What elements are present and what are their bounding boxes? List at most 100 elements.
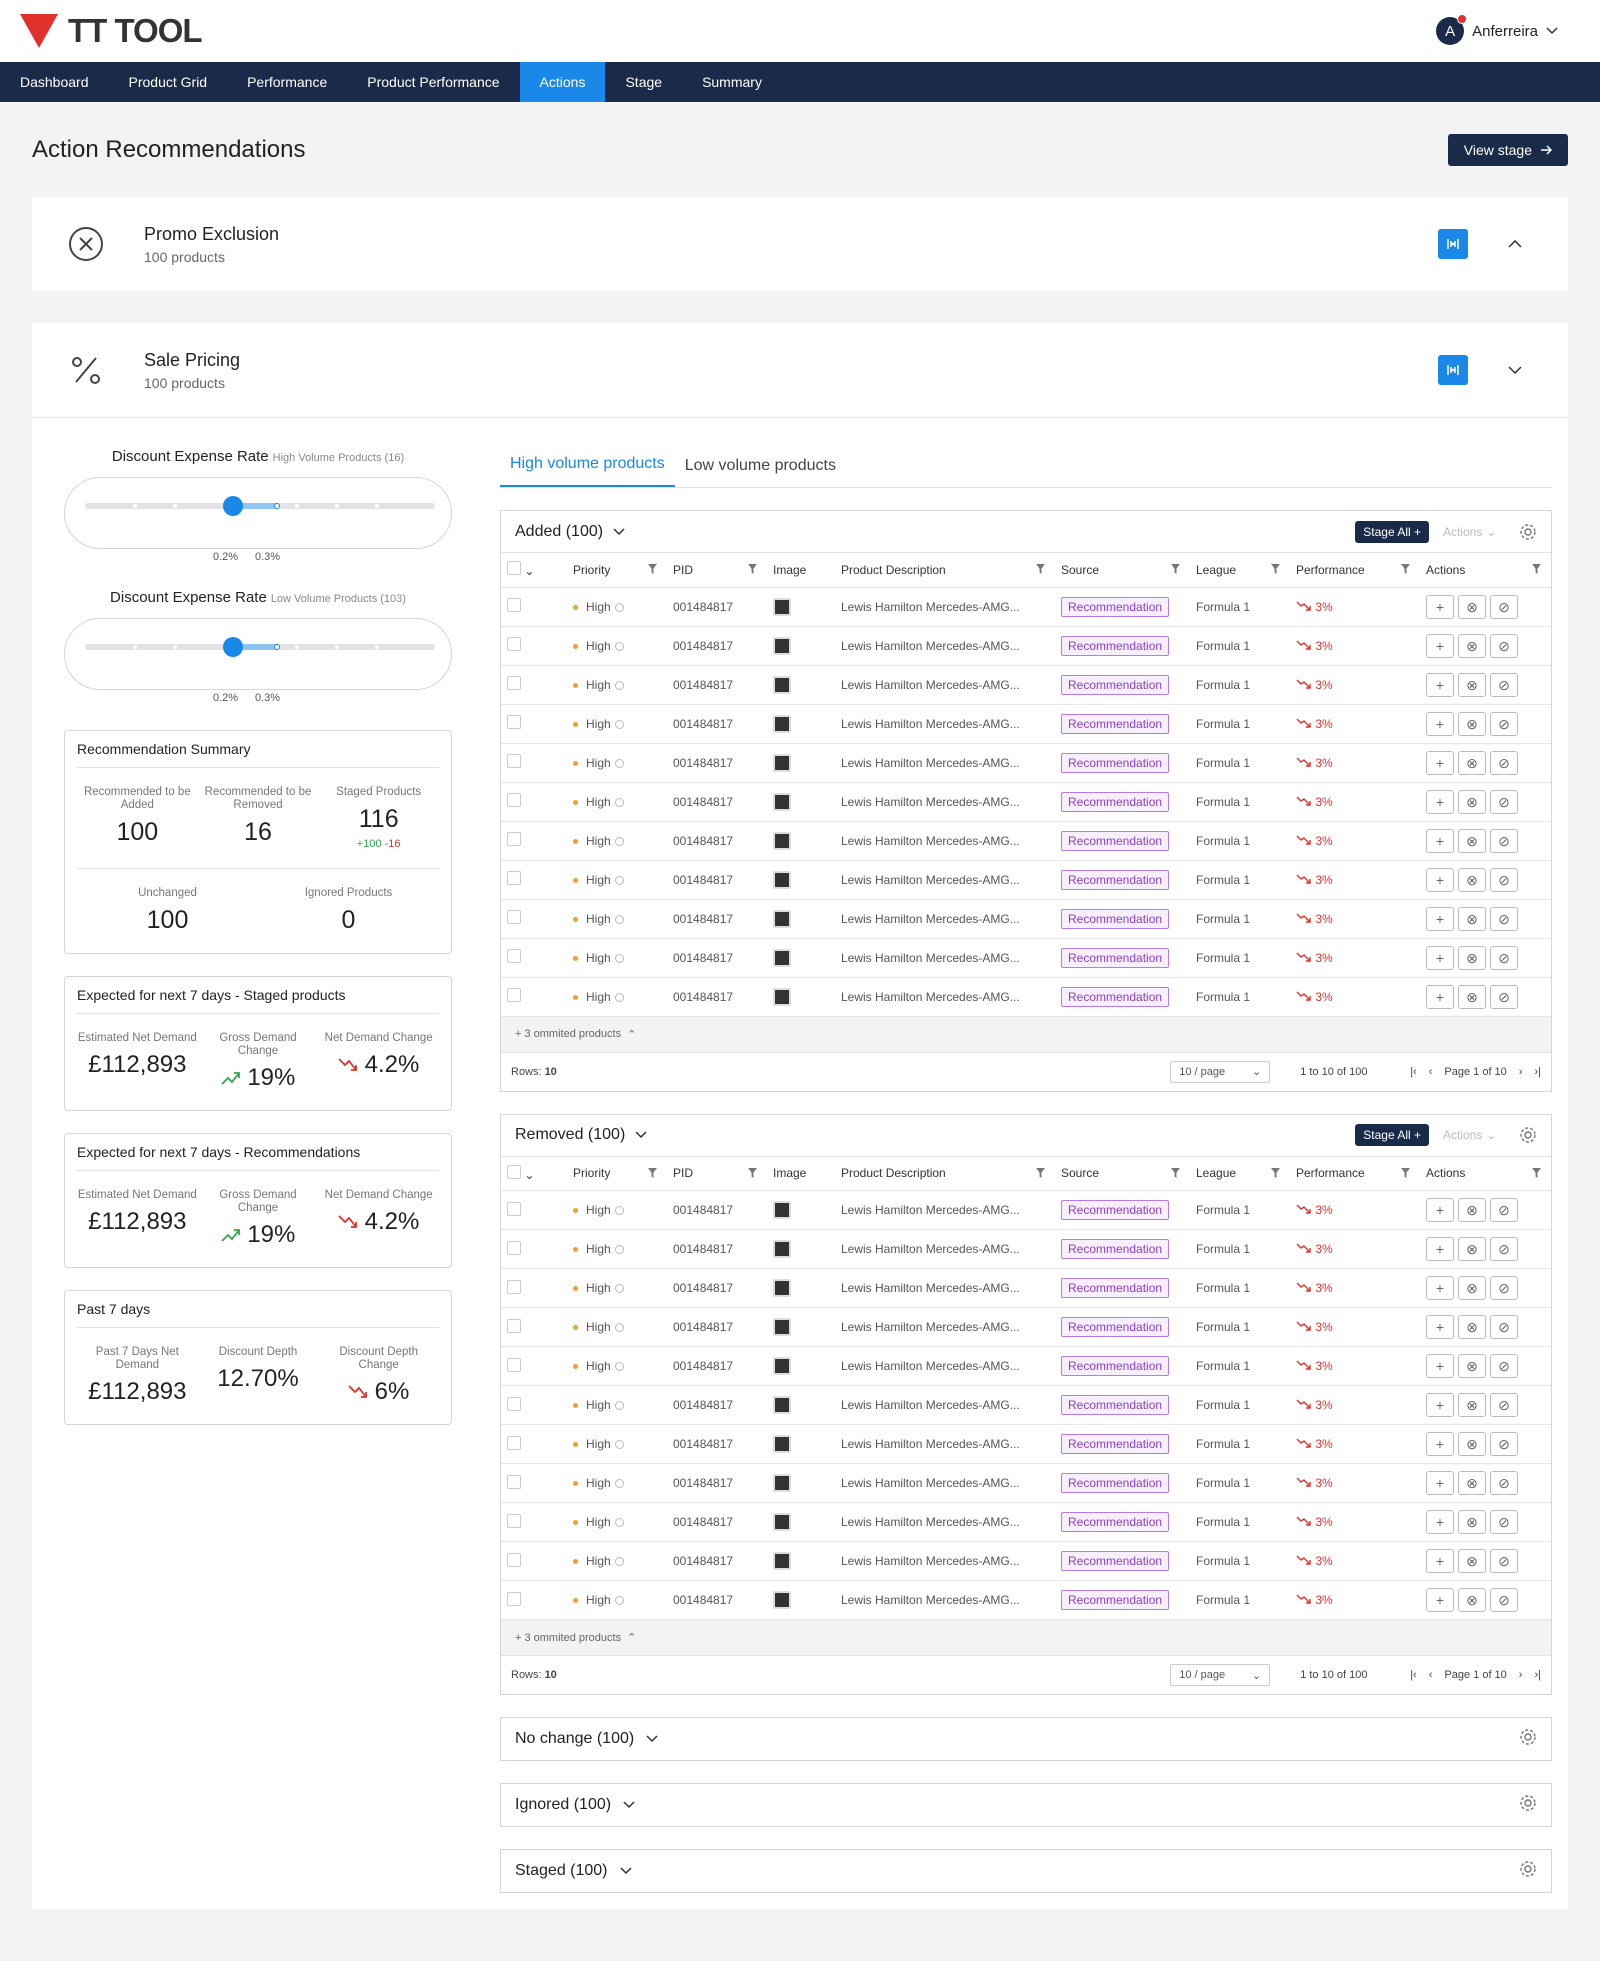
info-icon[interactable]: [614, 875, 624, 885]
logo[interactable]: TT TOOL: [20, 12, 203, 50]
nav-product-performance[interactable]: Product Performance: [367, 74, 500, 90]
remove-action-button[interactable]: ⊗: [1458, 945, 1486, 970]
product-thumbnail[interactable]: [773, 1396, 791, 1414]
add-action-button[interactable]: +: [1426, 750, 1454, 775]
slider-handle-end[interactable]: [274, 503, 280, 509]
nav-performance[interactable]: Performance: [247, 74, 328, 90]
filter-icon[interactable]: [748, 564, 757, 574]
info-icon[interactable]: [614, 758, 624, 768]
ignore-action-button[interactable]: ⊘: [1490, 1510, 1518, 1534]
stage-all-button[interactable]: Stage All +: [1355, 1124, 1429, 1146]
column-header[interactable]: Image: [773, 1166, 807, 1181]
gear-icon[interactable]: [1519, 523, 1537, 541]
row-checkbox[interactable]: [507, 832, 521, 846]
row-checkbox[interactable]: [507, 1279, 521, 1294]
stage-all-button[interactable]: Stage All +: [1355, 520, 1429, 543]
product-thumbnail[interactable]: [773, 1552, 791, 1570]
row-checkbox[interactable]: [507, 1396, 521, 1411]
filter-icon[interactable]: [1171, 564, 1180, 574]
add-action-button[interactable]: +: [1426, 594, 1454, 619]
filter-icon[interactable]: [1036, 1167, 1045, 1178]
add-action-button[interactable]: +: [1426, 1237, 1454, 1261]
ignore-action-button[interactable]: ⊘: [1490, 750, 1518, 775]
product-thumbnail[interactable]: [773, 1357, 791, 1375]
product-thumbnail[interactable]: [773, 636, 791, 655]
table-toggle[interactable]: Added (100): [515, 523, 625, 541]
info-icon[interactable]: [614, 992, 624, 1002]
table-row[interactable]: High 001484817 Lewis Hamilton Mercedes-A…: [501, 743, 1551, 783]
table-row[interactable]: High 001484817 Lewis Hamilton Mercedes-A…: [501, 1424, 1551, 1464]
row-checkbox[interactable]: [507, 1552, 521, 1567]
filter-icon[interactable]: [1036, 564, 1045, 574]
gear-icon[interactable]: [1519, 1860, 1537, 1878]
actions-dropdown[interactable]: Actions ⌄: [1443, 524, 1497, 539]
table-row[interactable]: High 001484817 Lewis Hamilton Mercedes-A…: [501, 1190, 1551, 1230]
add-action-button[interactable]: +: [1426, 672, 1454, 697]
ignore-action-button[interactable]: ⊘: [1490, 672, 1518, 697]
column-header[interactable]: Priority: [573, 562, 611, 577]
ignore-action-button[interactable]: ⊘: [1490, 594, 1518, 619]
info-icon[interactable]: [614, 953, 624, 963]
row-checkbox[interactable]: [507, 754, 521, 768]
column-header[interactable]: Source: [1061, 562, 1100, 577]
remove-action-button[interactable]: ⊗: [1458, 789, 1486, 814]
add-action-button[interactable]: +: [1426, 1510, 1454, 1534]
ignore-action-button[interactable]: ⊘: [1490, 867, 1518, 892]
add-action-button[interactable]: +: [1426, 633, 1454, 658]
info-icon[interactable]: [614, 1557, 624, 1567]
product-thumbnail[interactable]: [773, 870, 791, 889]
remove-action-button[interactable]: ⊗: [1458, 672, 1486, 697]
ignore-action-button[interactable]: ⊘: [1490, 984, 1518, 1009]
filter-icon[interactable]: [1171, 1167, 1180, 1178]
add-action-button[interactable]: +: [1426, 1588, 1454, 1612]
product-thumbnail[interactable]: [773, 948, 791, 967]
product-thumbnail[interactable]: [773, 1279, 791, 1297]
add-action-button[interactable]: +: [1426, 984, 1454, 1009]
ignore-action-button[interactable]: ⊘: [1490, 945, 1518, 970]
product-thumbnail[interactable]: [773, 597, 791, 616]
table-row[interactable]: High 001484817 Lewis Hamilton Mercedes-A…: [501, 1385, 1551, 1425]
add-action-button[interactable]: +: [1426, 1549, 1454, 1573]
ignore-action-button[interactable]: ⊘: [1490, 789, 1518, 814]
remove-action-button[interactable]: ⊗: [1458, 1510, 1486, 1534]
add-action-button[interactable]: +: [1426, 1315, 1454, 1339]
gear-icon[interactable]: [1519, 1794, 1537, 1812]
row-checkbox[interactable]: [507, 598, 521, 612]
info-icon[interactable]: [614, 1596, 624, 1606]
remove-action-button[interactable]: ⊗: [1458, 828, 1486, 853]
column-header[interactable]: Performance: [1296, 1166, 1365, 1181]
filter-icon[interactable]: [1532, 1167, 1541, 1178]
add-action-button[interactable]: +: [1426, 1432, 1454, 1456]
info-icon[interactable]: [614, 1245, 624, 1255]
column-header[interactable]: Product Description: [841, 562, 946, 577]
add-action-button[interactable]: +: [1426, 1393, 1454, 1417]
table-row[interactable]: High 001484817 Lewis Hamilton Mercedes-A…: [501, 782, 1551, 822]
collapsed-table-card[interactable]: Staged (100): [500, 1849, 1552, 1893]
row-checkbox[interactable]: [507, 1318, 521, 1333]
next-page-icon[interactable]: ›: [1518, 1669, 1523, 1681]
row-checkbox[interactable]: [507, 1474, 521, 1489]
sale-pricing-header[interactable]: Sale Pricing 100 products: [32, 323, 1568, 417]
info-icon[interactable]: [614, 836, 624, 846]
ignore-action-button[interactable]: ⊘: [1490, 906, 1518, 931]
remove-action-button[interactable]: ⊗: [1458, 711, 1486, 736]
table-row[interactable]: High 001484817 Lewis Hamilton Mercedes-A…: [501, 899, 1551, 939]
info-icon[interactable]: [614, 797, 624, 807]
info-icon[interactable]: [614, 1440, 624, 1450]
row-checkbox[interactable]: [507, 988, 521, 1002]
ignore-action-button[interactable]: ⊘: [1490, 1237, 1518, 1261]
filter-icon[interactable]: [1532, 564, 1541, 574]
product-thumbnail[interactable]: [773, 792, 791, 811]
column-header[interactable]: Performance: [1296, 562, 1365, 577]
product-thumbnail[interactable]: [773, 714, 791, 733]
signal-button[interactable]: [1438, 355, 1468, 385]
nav-dashboard[interactable]: Dashboard: [20, 74, 89, 90]
remove-action-button[interactable]: ⊗: [1458, 1354, 1486, 1378]
product-thumbnail[interactable]: [773, 987, 791, 1006]
table-row[interactable]: High 001484817 Lewis Hamilton Mercedes-A…: [501, 1346, 1551, 1386]
chevron-down-icon[interactable]: [646, 1735, 658, 1743]
remove-action-button[interactable]: ⊗: [1458, 1198, 1486, 1222]
product-thumbnail[interactable]: [773, 1435, 791, 1453]
info-icon[interactable]: [614, 602, 624, 612]
ignore-action-button[interactable]: ⊘: [1490, 1588, 1518, 1612]
